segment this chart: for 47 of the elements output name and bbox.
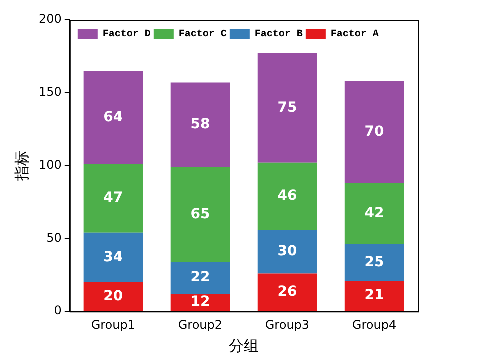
legend-label: Factor B [254,30,303,41]
bar [258,274,318,312]
bar [170,262,230,294]
data-label: 25 [364,254,384,270]
bar [170,167,230,262]
y-tick-label: 0 [54,304,62,318]
data-label: 75 [278,100,298,116]
y-tick-label: 200 [39,12,62,26]
legend-label: Factor D [102,30,151,41]
y-tick-label: 50 [46,230,62,245]
bar [84,282,144,312]
data-label: 21 [364,288,384,304]
data-label: 46 [278,188,298,204]
x-axis-title: 分组 [228,336,259,355]
data-label: 20 [104,288,124,304]
bar [170,294,230,312]
x-tick-label: Group4 [352,318,397,332]
data-label: 47 [104,190,124,206]
data-label: 64 [104,109,124,126]
data-label: 30 [278,243,298,260]
x-tick-label: Group1 [91,318,136,332]
bar [344,280,404,312]
bar [84,71,144,164]
y-tick-label: 150 [39,85,62,100]
bar [344,183,404,245]
x-tick-label: Group2 [178,318,223,332]
data-label: 65 [190,206,210,222]
data-label: 34 [104,249,124,266]
bar [258,162,318,230]
data-label: 70 [364,124,384,140]
bar [84,164,144,233]
y-axis-title: 指标 [12,150,31,182]
legend-label: Factor C [178,30,227,41]
bar [258,230,318,274]
bar [344,81,404,184]
bar [258,54,318,163]
data-label: 26 [278,284,298,300]
data-label: 42 [364,206,384,222]
legend-label: Factor A [330,30,379,41]
bar [84,232,144,282]
data-label: 12 [190,294,210,310]
bar [344,244,404,281]
y-tick-label: 100 [39,158,62,172]
data-label: 58 [190,116,210,133]
x-tick-label: Group3 [265,318,310,332]
data-label: 22 [190,270,210,286]
bar [170,82,230,168]
